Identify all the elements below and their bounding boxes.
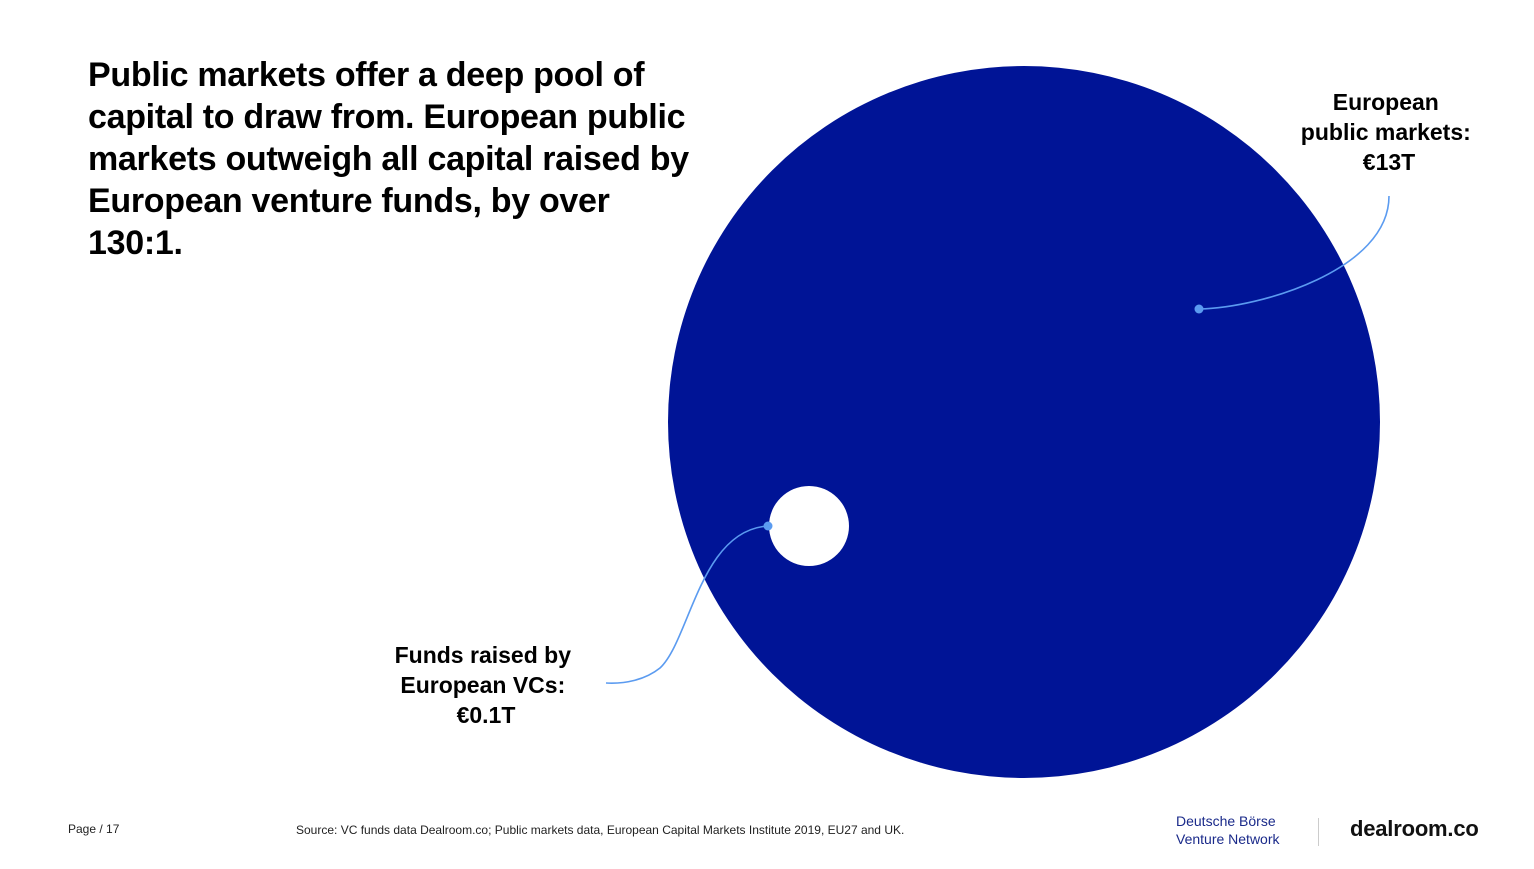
vc-funds-connector-dot	[763, 521, 773, 531]
logo-divider	[1318, 818, 1319, 846]
page-number: Page / 17	[68, 822, 120, 836]
dealroom-logo: dealroom.co	[1350, 816, 1479, 841]
dbvn-logo-line-2: Venture Network	[1176, 831, 1280, 847]
slide-headline: Public markets offer a deep pool of capi…	[88, 56, 689, 262]
public-markets-label: European public markets: €13T	[1301, 89, 1477, 175]
public-markets-bubble	[668, 66, 1380, 778]
public-markets-label-line-1: European	[1333, 89, 1439, 115]
vc-funds-value-label: €0.1T	[457, 702, 516, 728]
public-markets-connector	[1198, 195, 1390, 310]
vc-funds-label-line-2: European VCs:	[400, 672, 565, 698]
dbvn-logo-line-1: Deutsche Börse	[1176, 813, 1276, 829]
vc-funds-label: Funds raised by European VCs: €0.1T	[395, 642, 578, 728]
public-markets-value-label: €13T	[1363, 149, 1415, 175]
public-markets-connector-dot	[1194, 304, 1204, 314]
vc-funds-label-line-1: Funds raised by	[395, 642, 572, 668]
public-markets-label-line-2: public markets:	[1301, 119, 1471, 145]
source-note: Source: VC funds data Dealroom.co; Publi…	[296, 823, 905, 837]
deutsche-borse-venture-network-logo: Deutsche Börse Venture Network	[1176, 812, 1280, 848]
vc-funds-bubble	[769, 486, 849, 566]
vc-funds-connector	[605, 525, 769, 684]
